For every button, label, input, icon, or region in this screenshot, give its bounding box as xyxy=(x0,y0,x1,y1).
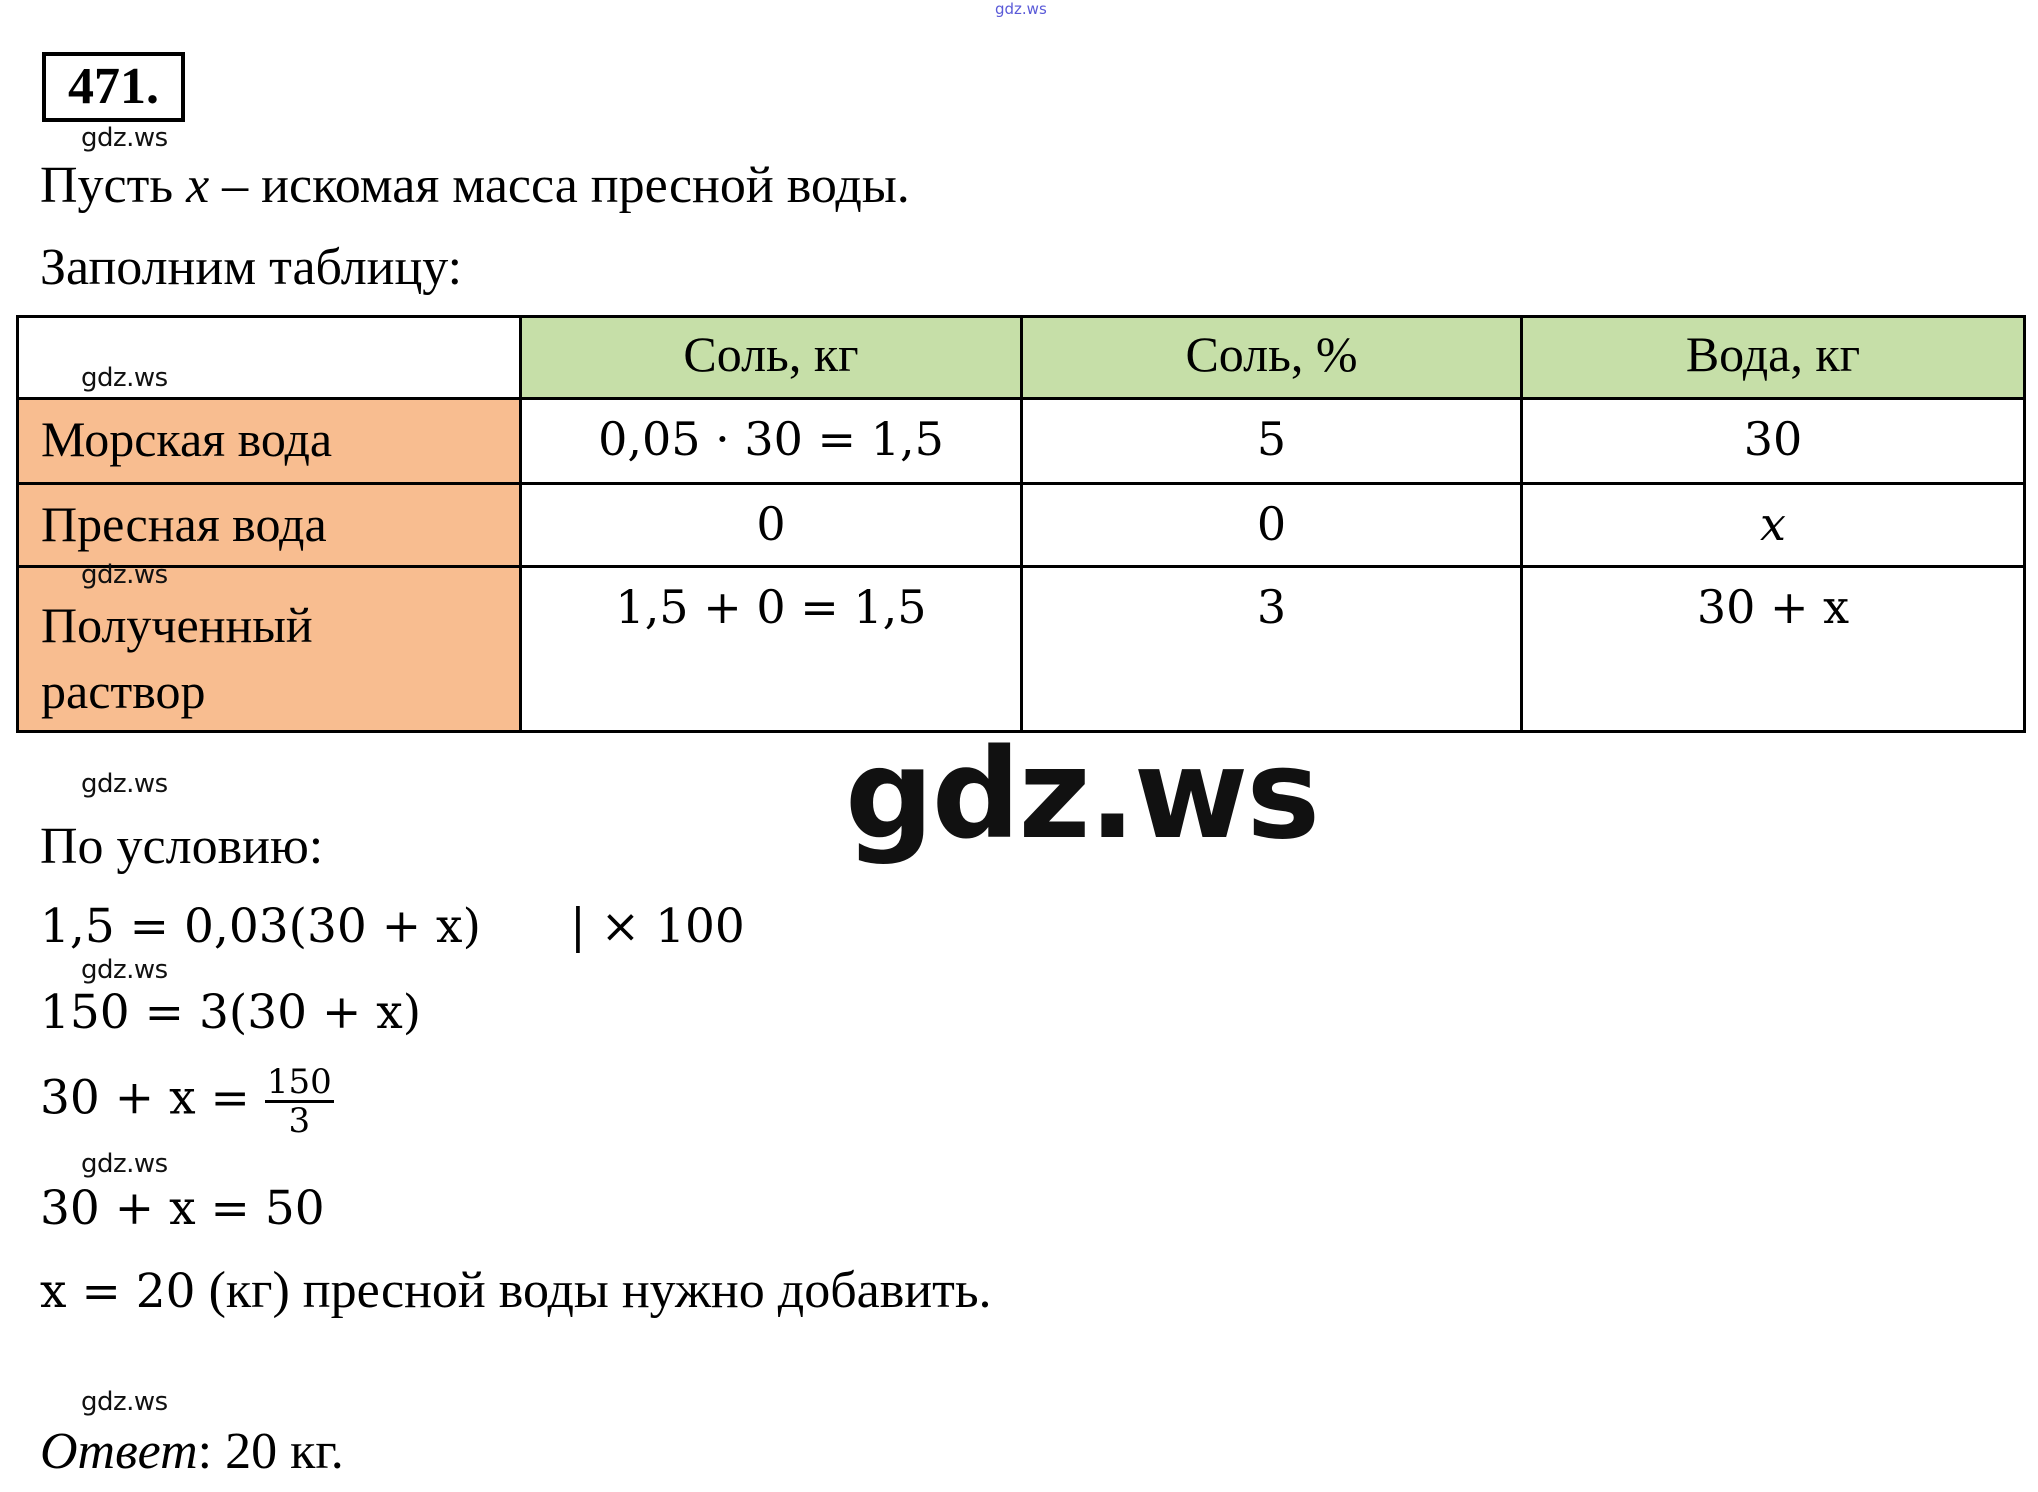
equation-2: 150 = 3(30 + x) xyxy=(40,985,422,1040)
problem-number: 471. xyxy=(42,52,185,122)
table-row: Морская вода 0,05 · 30 = 1,5 5 30 xyxy=(16,397,2026,485)
table-cell: 30 xyxy=(1520,397,2026,485)
watermark: gdz.ws xyxy=(81,363,168,393)
table-cell: 0 xyxy=(1020,482,1523,568)
answer: Ответ: 20 кг. xyxy=(40,1422,344,1482)
equation-4: 30 + x = 50 xyxy=(40,1181,325,1236)
watermark: gdz.ws xyxy=(81,560,168,590)
variable-x: x xyxy=(186,157,210,214)
table-cell: 0,05 · 30 = 1,5 xyxy=(519,397,1023,485)
table-header: Соль, кг xyxy=(519,315,1023,400)
watermark-top: gdz.ws xyxy=(995,0,1047,18)
table-header: Вода, кг xyxy=(1520,315,2026,400)
table-cell: 0 xyxy=(519,482,1023,568)
table-header-row: Соль, кг Соль, % Вода, кг xyxy=(16,315,2026,400)
table-header-empty xyxy=(16,315,522,400)
intro-line-2: Заполним таблицу: xyxy=(40,239,463,296)
row-label-line: Полученный xyxy=(41,597,313,653)
watermark: gdz.ws xyxy=(81,1387,168,1417)
equation-1: 1,5 = 0,03(30 + x) xyxy=(40,899,481,954)
equation-5: x = 20 (кг) пресной воды нужно добавить. xyxy=(40,1264,992,1319)
condition-text: По условию: xyxy=(40,818,324,875)
row-label: Морская вода xyxy=(16,397,522,485)
equation-1-note: | × 100 xyxy=(570,899,745,954)
table-header: Соль, % xyxy=(1020,315,1523,400)
watermark: gdz.ws xyxy=(81,123,168,153)
equation-5-math: x = 20 xyxy=(40,1264,196,1319)
table-cell: 1,5 + 0 = 1,5 xyxy=(519,565,1023,733)
table-row: Пресная вода 0 0 x xyxy=(16,482,2026,568)
table-cell: 3 xyxy=(1020,565,1523,733)
watermark: gdz.ws xyxy=(81,1149,168,1179)
watermark: gdz.ws xyxy=(81,769,168,799)
data-table: Соль, кг Соль, % Вода, кг Морская вода 0… xyxy=(16,315,2026,733)
equation-3-left: 30 + x = xyxy=(40,1070,265,1126)
fraction: 150 3 xyxy=(264,1062,334,1141)
answer-value: : 20 кг. xyxy=(197,1423,344,1480)
table-cell: 5 xyxy=(1020,397,1523,485)
watermark-large: gdz.ws xyxy=(845,723,1320,867)
equation-5-text: (кг) пресной воды нужно добавить. xyxy=(195,1262,992,1319)
table-cell: x xyxy=(1520,482,2026,568)
row-label-line: раствор xyxy=(41,663,206,719)
table-row: Полученный раствор 1,5 + 0 = 1,5 3 30 + x xyxy=(16,565,2026,733)
intro-text-rest: – искомая масса пресной воды. xyxy=(209,157,910,214)
watermark: gdz.ws xyxy=(81,955,168,985)
table-cell: 30 + x xyxy=(1520,565,2026,733)
denominator: 3 xyxy=(288,1101,311,1141)
row-label: Пресная вода xyxy=(16,482,522,568)
intro-line-1: Пусть x – искомая масса пресной воды. xyxy=(40,156,910,216)
intro-text: Пусть xyxy=(40,157,187,214)
numerator: 150 xyxy=(264,1062,334,1103)
equation-3: 30 + x = 150 3 xyxy=(40,1064,334,1139)
row-label: Полученный раствор xyxy=(16,565,522,733)
answer-label: Ответ xyxy=(40,1423,198,1480)
